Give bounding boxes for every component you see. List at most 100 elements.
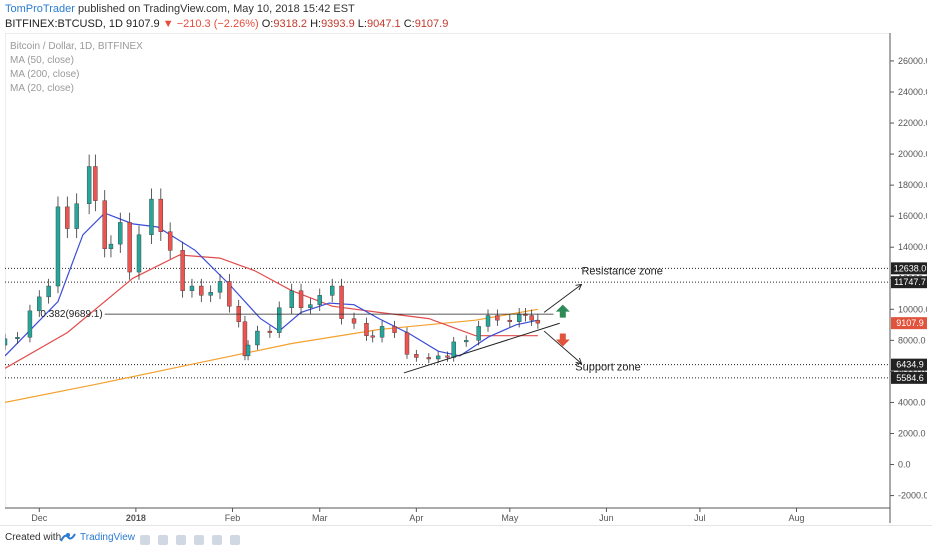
candle-body: [93, 166, 98, 201]
x-tick-label: Jun: [599, 513, 614, 523]
level-label: 12638.0: [894, 263, 927, 273]
tradingview-brand-link[interactable]: TradingView: [80, 532, 136, 543]
candle-body: [414, 354, 419, 358]
y-tick-label: 4000.0: [898, 397, 926, 407]
candle-body: [404, 332, 410, 355]
candle-body: [217, 281, 223, 293]
y-tick-label: 2000.0: [898, 428, 926, 438]
y-tick-label: 26000.0: [898, 56, 927, 66]
author-link[interactable]: TomProTrader: [5, 3, 75, 15]
y-tick-label: 14000.0: [898, 242, 927, 252]
share-icon-3[interactable]: [176, 535, 186, 545]
share-icons: [140, 532, 280, 545]
candle-body: [529, 315, 534, 321]
candle-body: [445, 355, 450, 358]
level-badge: [891, 276, 927, 289]
candle-body: [351, 318, 357, 324]
legend-title: Bitcoin / Dollar, 1D, BITFINEX: [10, 41, 143, 52]
candle-body: [55, 206, 61, 287]
level-badge: [891, 371, 927, 384]
up-arrow-icon: [555, 304, 570, 318]
legend-ma200[interactable]: MA (200, close): [10, 69, 80, 80]
candle-body: [227, 281, 232, 307]
level-label: 5584.6: [896, 373, 924, 383]
candle-body: [37, 296, 42, 312]
candle-body: [167, 231, 173, 251]
x-tick-label: Aug: [789, 513, 805, 523]
published-text: published on TradingView.com, May 10, 20…: [77, 3, 355, 15]
candle-body: [379, 326, 385, 338]
candle-body: [339, 285, 344, 319]
candle-body: [199, 285, 204, 296]
y-tick-label: 8000.0: [898, 335, 926, 345]
candle-body: [158, 198, 164, 232]
candle-body: [476, 326, 481, 341]
candle-body: [46, 285, 51, 298]
close-label: C:: [403, 18, 415, 30]
candle-body: [451, 341, 456, 358]
last-price-badge: [891, 317, 927, 330]
y-tick-label: 22000.0: [898, 118, 927, 128]
ma200-line: [5, 308, 539, 403]
share-icon-5[interactable]: [212, 535, 222, 545]
candle-body: [208, 292, 213, 296]
high-value: 9393.9: [321, 18, 355, 30]
candle-body: [308, 304, 313, 308]
x-tick-label: 2018: [126, 513, 146, 523]
candle-body: [136, 234, 142, 273]
candle-body: [86, 166, 92, 204]
y-tick-label: 24000.0: [898, 87, 927, 97]
candle-body: [426, 357, 432, 360]
open-value: 9318.2: [273, 18, 307, 30]
zone-label: Resistance zone: [581, 266, 662, 278]
candle-body: [180, 250, 185, 291]
fib-label: 0.382(9689.1): [40, 309, 102, 320]
candle-body: [245, 344, 251, 357]
share-icon-1[interactable]: [140, 535, 150, 545]
candle-body: [435, 355, 441, 360]
legend-ma20[interactable]: MA (20, close): [10, 83, 74, 94]
x-tick-label: Apr: [409, 513, 423, 523]
level-badge: [891, 262, 927, 275]
chart-area[interactable]: -2000.0 0.0 2000.0 4000.0 6000.0 8000.0 10000.…: [5, 33, 927, 523]
candle-body: [298, 290, 304, 308]
projection-arrow-head: [575, 357, 583, 365]
candle-body: [330, 285, 335, 296]
candle-body: [15, 337, 20, 340]
symbol-label: BITFINEX:BTCUSD, 1D: [5, 18, 123, 30]
low-label: L:: [357, 18, 367, 30]
candle-body: [485, 315, 491, 327]
candle-body: [5, 338, 8, 346]
down-arrow-icon: [555, 333, 570, 347]
candle-body: [255, 330, 260, 346]
level-badge: [891, 358, 927, 371]
share-icon-6[interactable]: [230, 535, 240, 545]
candle-body: [189, 285, 195, 291]
candle-body: [289, 290, 294, 308]
price-chart[interactable]: -2000.0 0.0 2000.0 4000.0 6000.0 8000.0 10000.…: [5, 33, 927, 523]
share-icon-2[interactable]: [158, 535, 168, 545]
ohlc-line: BITFINEX:BTCUSD, 1D 9107.9 ▼ −210.3 (−2.…: [5, 18, 448, 30]
zone-label: Support zone: [575, 361, 640, 373]
candle-body: [370, 335, 375, 338]
candle-body: [463, 340, 469, 343]
y-tick-label: 16000.0: [898, 211, 927, 221]
open-label: O:: [261, 18, 274, 30]
level-label: 6434.9: [896, 360, 924, 370]
down-arrow-icon: ▼: [162, 18, 174, 30]
candle-body: [317, 295, 322, 305]
level-label: 11747.7: [894, 277, 926, 287]
x-tick-label: Feb: [225, 513, 241, 523]
projection-arrow-line: [543, 284, 582, 313]
legend-ma50[interactable]: MA (50, close): [10, 55, 74, 66]
trend-line: [403, 322, 560, 374]
x-tick-label: May: [501, 513, 519, 523]
projection-arrow-head: [575, 283, 583, 291]
ma20-line: [5, 212, 539, 357]
tradingview-logo-icon: [60, 533, 76, 542]
projection-arrow-line: [543, 330, 582, 364]
low-value: 9047.1: [366, 18, 401, 30]
candle-body: [108, 243, 114, 249]
share-icon-4[interactable]: [194, 535, 204, 545]
x-tick-label: Mar: [312, 513, 328, 523]
